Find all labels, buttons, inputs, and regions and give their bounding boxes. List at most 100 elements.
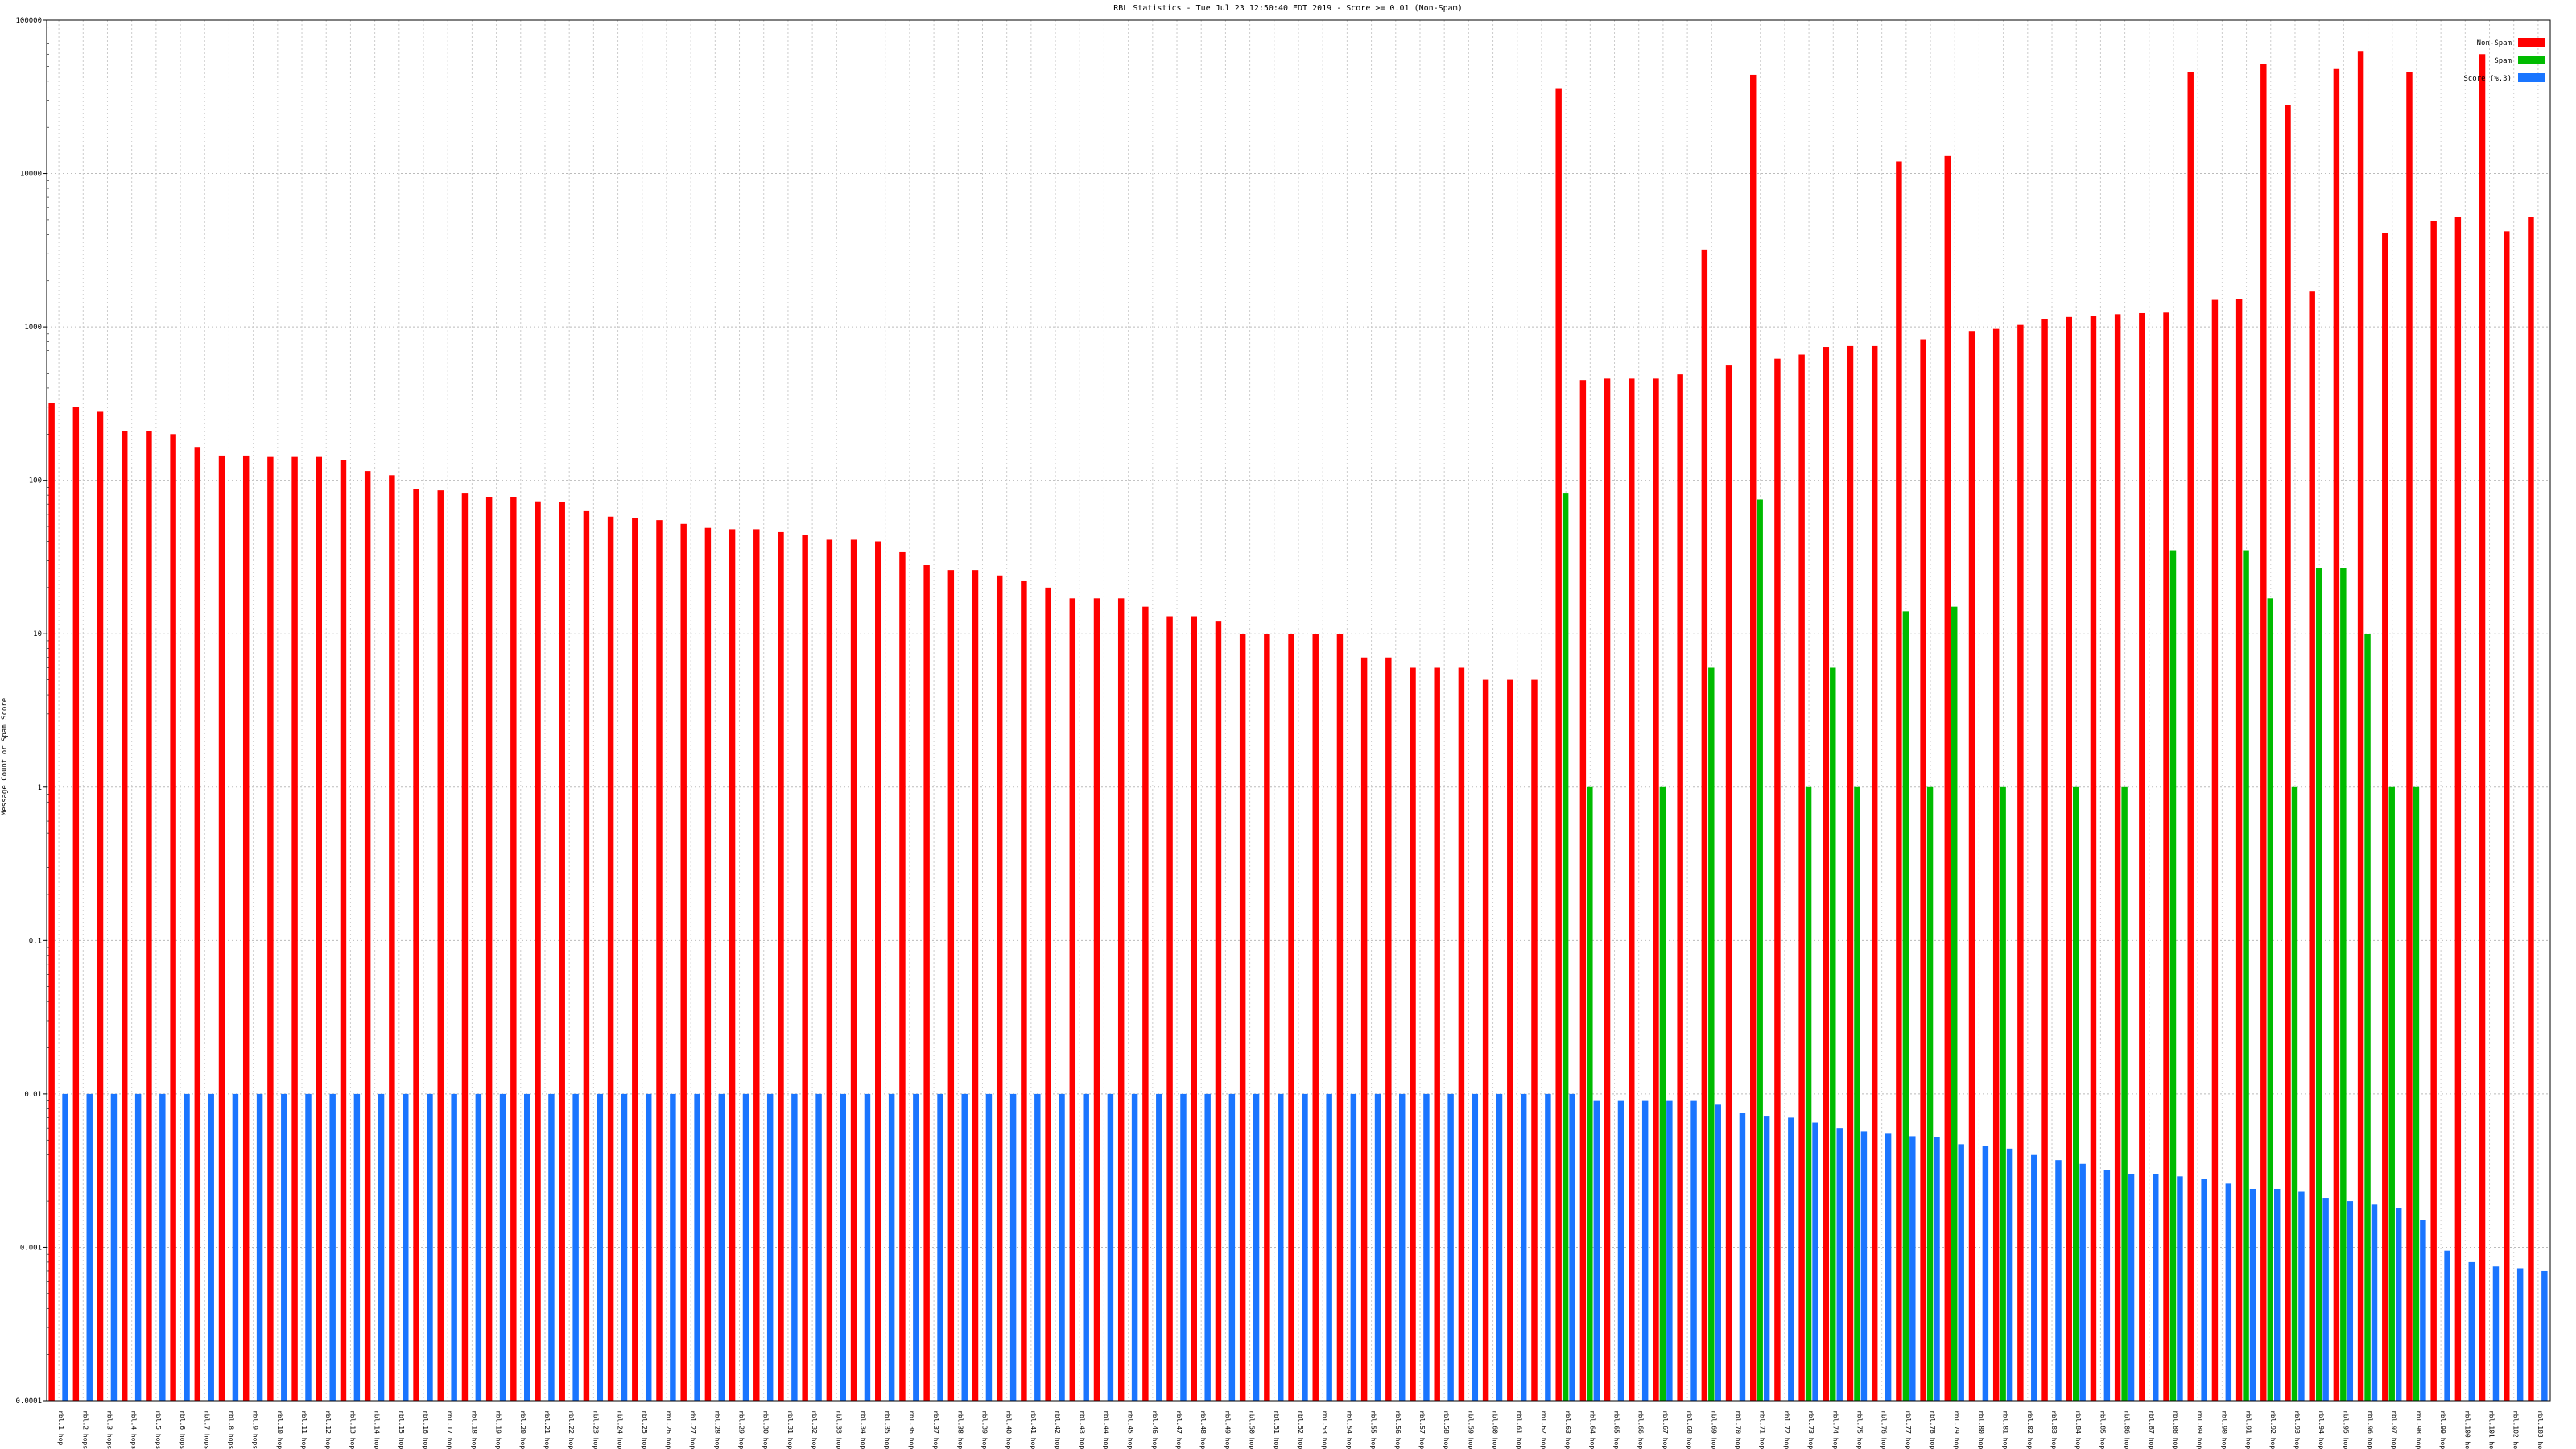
bar-non-spam-5 bbox=[170, 434, 176, 1401]
bar-spam-96 bbox=[2388, 786, 2395, 1401]
bar-score-3--64 bbox=[1617, 1100, 1624, 1401]
bar-spam-66 bbox=[1659, 786, 1666, 1401]
bar-spam-73 bbox=[1830, 667, 1836, 1401]
bar-non-spam-42 bbox=[1069, 598, 1076, 1401]
legend-swatch bbox=[2518, 73, 2545, 82]
bar-non-spam-59 bbox=[1482, 679, 1489, 1401]
bar-score-3--92 bbox=[2298, 1191, 2305, 1401]
x-category-label: rbl.101 hops bbox=[2488, 1410, 2496, 1449]
x-category-label: rbl.57 hops bbox=[1418, 1410, 1426, 1449]
bar-non-spam-87 bbox=[2163, 312, 2169, 1401]
x-category-label: rbl.6 hops bbox=[179, 1410, 186, 1449]
x-category-label: rbl.13 hops bbox=[349, 1410, 356, 1449]
bar-non-spam-65 bbox=[1629, 378, 1635, 1401]
bar-score-3--37 bbox=[961, 1093, 968, 1401]
x-category-label: rbl.25 hops bbox=[641, 1410, 648, 1449]
bar-non-spam-41 bbox=[1045, 587, 1051, 1401]
bar-score-3--19 bbox=[524, 1093, 530, 1401]
bar-score-3--35 bbox=[913, 1093, 919, 1401]
bar-spam-63 bbox=[1587, 786, 1593, 1401]
bar-score-3--61 bbox=[1545, 1093, 1551, 1401]
bar-score-3--42 bbox=[1083, 1093, 1089, 1401]
x-category-label: rbl.22 hops bbox=[568, 1410, 575, 1449]
bar-score-3--23 bbox=[621, 1093, 628, 1401]
bar-non-spam-61 bbox=[1531, 679, 1538, 1401]
bar-non-spam-100 bbox=[2479, 54, 2486, 1401]
bar-non-spam-57 bbox=[1434, 667, 1440, 1401]
x-category-label: rbl.20 hops bbox=[519, 1410, 526, 1449]
bar-score-3--62 bbox=[1569, 1093, 1575, 1401]
x-category-label: rbl.40 hops bbox=[1005, 1410, 1013, 1449]
bar-non-spam-45 bbox=[1142, 606, 1149, 1401]
x-category-label: rbl.70 hops bbox=[1734, 1410, 1741, 1449]
bar-score-3--50 bbox=[1278, 1093, 1284, 1401]
x-category-label: rbl.68 hops bbox=[1686, 1410, 1693, 1449]
bar-score-3--44 bbox=[1131, 1093, 1138, 1401]
bar-non-spam-60 bbox=[1507, 679, 1513, 1401]
bar-score-3--27 bbox=[718, 1093, 725, 1401]
bar-spam-76 bbox=[1902, 611, 1909, 1401]
bar-spam-70 bbox=[1757, 499, 1763, 1402]
x-category-label: rbl.93 hops bbox=[2293, 1410, 2301, 1449]
x-category-label: rbl.47 hops bbox=[1175, 1410, 1183, 1449]
x-category-label: rbl.84 hops bbox=[2074, 1410, 2082, 1449]
x-category-label: rbl.14 hops bbox=[374, 1410, 381, 1449]
x-category-label: rbl.45 hops bbox=[1127, 1410, 1134, 1449]
bar-non-spam-72 bbox=[1798, 354, 1805, 1401]
bar-non-spam-75 bbox=[1871, 345, 1878, 1401]
x-category-label: rbl.34 hops bbox=[860, 1410, 867, 1449]
x-category-label: rbl.18 hops bbox=[470, 1410, 477, 1449]
bar-non-spam-8 bbox=[242, 455, 250, 1401]
x-category-label: rbl.48 hops bbox=[1199, 1410, 1207, 1449]
x-category-label: rbl.52 hops bbox=[1297, 1410, 1304, 1449]
x-category-label: rbl.36 hops bbox=[908, 1410, 915, 1449]
bar-non-spam-38 bbox=[972, 570, 979, 1401]
bar-spam-87 bbox=[2169, 550, 2177, 1401]
bar-non-spam-25 bbox=[656, 520, 663, 1401]
bar-score-3--56 bbox=[1423, 1093, 1430, 1401]
bar-non-spam-93 bbox=[2309, 291, 2315, 1402]
bar-non-spam-17 bbox=[461, 493, 469, 1402]
bar-score-3--8 bbox=[256, 1093, 263, 1401]
bar-non-spam-39 bbox=[996, 575, 1003, 1401]
x-category-label: rbl.50 hops bbox=[1249, 1410, 1256, 1449]
bar-non-spam-46 bbox=[1166, 616, 1173, 1401]
bar-score-3--16 bbox=[451, 1093, 457, 1401]
x-category-label: rbl.12 hops bbox=[324, 1410, 332, 1449]
bar-non-spam-90 bbox=[2235, 299, 2243, 1401]
bar-non-spam-89 bbox=[2211, 299, 2219, 1402]
bar-score-3--21 bbox=[572, 1093, 579, 1401]
y-tick-label: 100 bbox=[29, 477, 42, 485]
y-tick-label: 100000 bbox=[15, 17, 42, 25]
bar-non-spam-64 bbox=[1604, 378, 1611, 1401]
bar-score-3--34 bbox=[888, 1093, 895, 1401]
bar-non-spam-32 bbox=[826, 539, 833, 1401]
x-category-label: rbl.43 hops bbox=[1078, 1410, 1085, 1449]
bar-non-spam-58 bbox=[1458, 667, 1465, 1401]
x-category-label: rbl.51 hops bbox=[1273, 1410, 1280, 1449]
plot-frame bbox=[46, 19, 2551, 1402]
bar-score-3--99 bbox=[2468, 1261, 2475, 1401]
bar-non-spam-97 bbox=[2406, 72, 2413, 1401]
bar-non-spam-71 bbox=[1774, 358, 1781, 1402]
x-category-label: rbl.79 hops bbox=[1953, 1410, 1960, 1449]
x-category-label: rbl.30 hops bbox=[762, 1410, 770, 1449]
bar-non-spam-98 bbox=[2430, 221, 2437, 1401]
y-tick-labels: 0.0001 0.001 0.01 0.1 1 10 100 1000 10000 100000 bbox=[15, 17, 49, 1406]
y-tick-label: 1000 bbox=[24, 324, 42, 332]
bar-spam-68 bbox=[1708, 667, 1715, 1401]
bar-non-spam-68 bbox=[1701, 249, 1708, 1401]
bar-non-spam-66 bbox=[1653, 378, 1659, 1401]
x-category-label: rbl.55 hops bbox=[1370, 1410, 1377, 1449]
bar-non-spam-28 bbox=[729, 529, 736, 1401]
x-category-label: rbl.58 hops bbox=[1443, 1410, 1450, 1449]
bar-score-3--86 bbox=[2153, 1174, 2159, 1401]
bar-score-3--57 bbox=[1447, 1093, 1454, 1401]
x-category-label: rbl.53 hops bbox=[1321, 1410, 1328, 1449]
x-category-label: rbl.33 hops bbox=[835, 1410, 842, 1449]
x-category-label: rbl.39 hops bbox=[980, 1410, 988, 1449]
bar-score-3--41 bbox=[1059, 1093, 1065, 1401]
bar-non-spam-88 bbox=[2187, 72, 2194, 1401]
x-category-label: rbl.38 hops bbox=[956, 1410, 964, 1449]
bar-score-3--97 bbox=[2420, 1220, 2426, 1401]
